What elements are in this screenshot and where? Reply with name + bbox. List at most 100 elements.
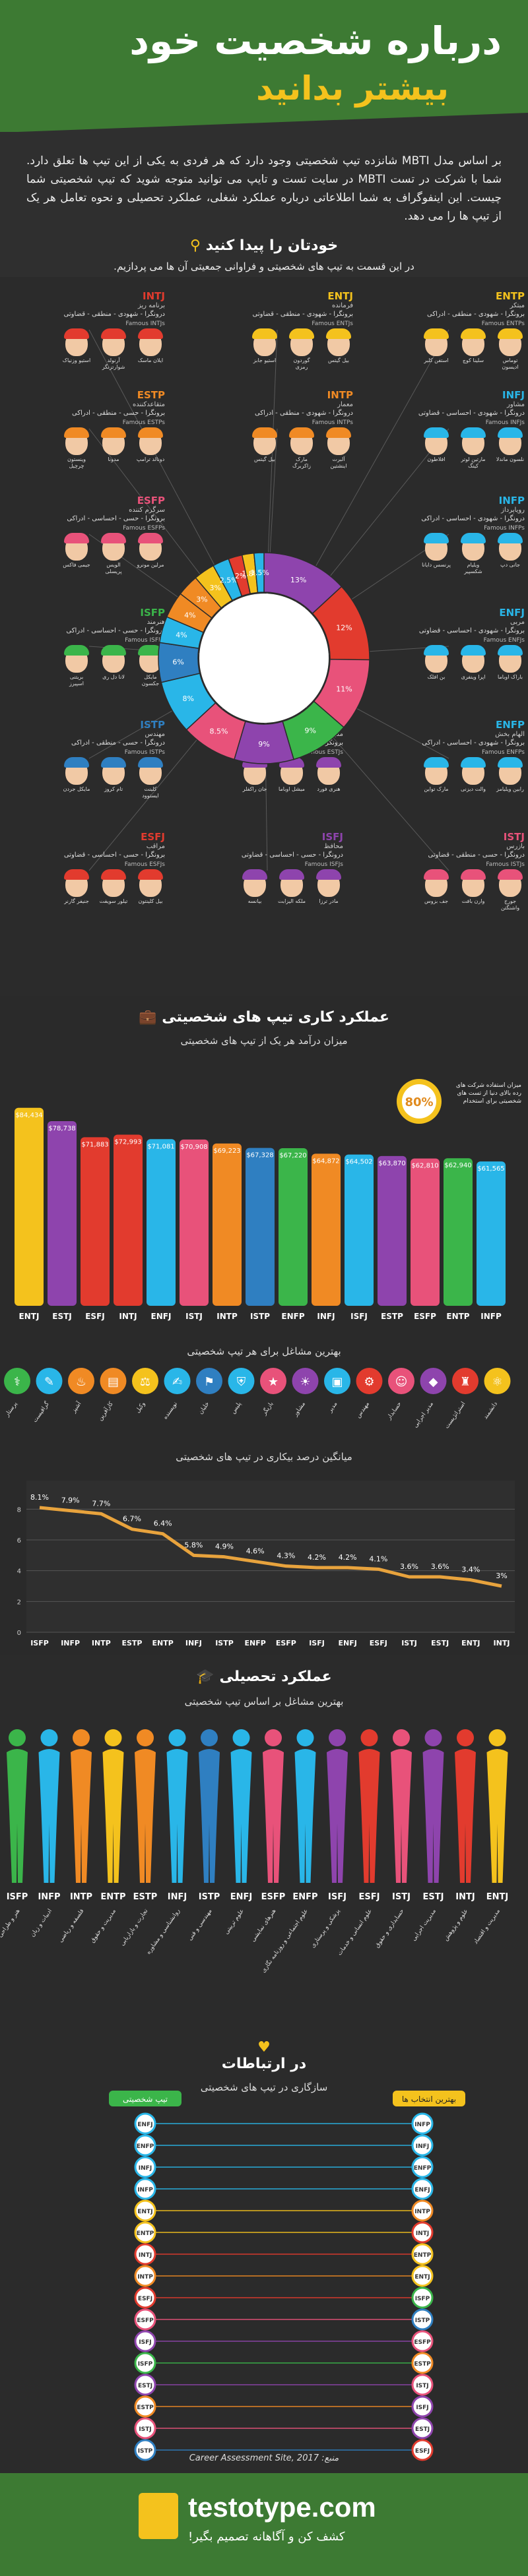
left-node <box>134 2199 156 2222</box>
person-name: استیو وزنیاک <box>62 357 91 363</box>
silhouette-code: ESTP <box>133 1892 158 1902</box>
type-nickname: الهام بخش <box>495 731 525 738</box>
portrait-icon <box>101 533 126 561</box>
silhouette-isfp <box>7 1749 28 1883</box>
income-bar-estj <box>48 1121 77 1306</box>
person-name: اپرا وینفری <box>461 674 486 680</box>
type-code: ISTP <box>140 719 165 731</box>
portrait-icon <box>498 869 523 897</box>
job-glyph: ☺ <box>395 1375 408 1389</box>
famous-person: بریتنی اسپیرز <box>62 645 91 687</box>
income-bar-enfp <box>279 1148 308 1306</box>
portrait-icon <box>101 645 126 673</box>
job-glyph: ♨ <box>76 1375 86 1389</box>
type-code: ENFJ <box>499 607 525 619</box>
right-code: ESFJ <box>415 2448 430 2455</box>
find-yourself-section: خودتان را پیدا کنید ⚲ در این قسمت به تیپ… <box>0 237 528 277</box>
y-tick-label: 2 <box>17 1599 21 1606</box>
type-card-isfj: ISFJ محافظ درونگرا - حسی - احساسی - قضاوتی… <box>191 831 343 943</box>
famous-faces: جورج واشنگتن وارن بافت جف بزوس <box>373 869 525 911</box>
portrait-icon <box>498 533 523 561</box>
slice-label: 3% <box>210 584 221 592</box>
famous-label: Famous ENFJs <box>483 637 525 644</box>
type-card-isfp: ISFP هنرمند درونگرا - حسی - احساسی - ادراک… <box>13 607 165 719</box>
famous-label: Famous ENTPs <box>481 321 525 327</box>
intro-section: بر اساس مدل MBTI شانزده تیپ شخصیتی وجود … <box>0 132 528 277</box>
silhouette-code: INTJ <box>455 1892 475 1902</box>
type-traits: درونگرا - حسی - منطقی - قضاوتی <box>428 851 525 859</box>
point-label: 3.6% <box>400 1562 418 1571</box>
logo-mark-icon <box>139 2493 178 2539</box>
left-node <box>134 2156 156 2178</box>
bar-value-label: $72,993 <box>114 1138 141 1146</box>
plot-area <box>26 1481 515 1632</box>
person-name: پرنسس دایانا <box>422 562 451 568</box>
x-tick-label: ESTP <box>121 1639 142 1647</box>
famous-person: توماس ادیسون <box>496 328 525 371</box>
portrait-icon <box>101 427 126 455</box>
income-bar-chart: $84,434 ENTJ $78,738 ESTJ $71,883 ESFJ $72,993… <box>15 1079 521 1321</box>
portrait-icon <box>498 427 523 455</box>
scale-icon <box>132 1368 158 1394</box>
famous-person: مارک زاکربرگ <box>287 427 316 470</box>
silhouette-esfp <box>263 1749 284 1883</box>
income-bar-infp <box>477 1161 506 1306</box>
silhouette-head <box>201 1729 218 1746</box>
income-bar-intp <box>213 1143 242 1306</box>
person-name: جورج واشنگتن <box>500 898 520 911</box>
x-tick-label: INTJ <box>494 1639 510 1647</box>
famous-person: افلاطون <box>422 427 451 470</box>
x-tick-label: INFP <box>61 1639 80 1647</box>
person-name: جیمی فاکس <box>63 562 90 568</box>
portrait-icon <box>424 869 449 897</box>
type-traits: درونگرا - حسی - احساسی - قضاوتی <box>241 851 343 859</box>
find-yourself-subtitle: در این قسمت به تیپ های شخصیتی و فراوانی … <box>114 261 414 272</box>
income-bar-istj <box>180 1139 209 1306</box>
type-traits: برونگرا - شهودی - احساسی - قضاوتی <box>418 627 525 634</box>
relations-title: در ارتباطات <box>221 2056 307 2072</box>
type-code: ESFP <box>137 495 165 506</box>
person-name: مارک تواین <box>424 786 449 792</box>
silhouette-code: ENFJ <box>230 1892 252 1902</box>
people-icon <box>388 1368 414 1394</box>
type-traits: درونگرا - شهودی - احساسی - ادراکی <box>421 515 525 522</box>
right-header-box <box>393 2091 465 2106</box>
silhouette-code: ISTP <box>199 1892 220 1902</box>
bar-value-label: $69,223 <box>213 1148 240 1155</box>
job-label: مشاور <box>292 1401 307 1419</box>
job-glyph: ★ <box>268 1375 279 1389</box>
famous-person: لانا دل ری <box>99 645 128 687</box>
famous-person: سلینا کوچ <box>459 328 488 371</box>
silhouette-code: ENTP <box>100 1892 125 1902</box>
portrait-icon <box>101 328 126 356</box>
right-code: ISTP <box>415 2317 430 2324</box>
person-name: دونالد ترامپ <box>136 456 165 462</box>
left-code: ISFJ <box>139 2339 151 2346</box>
briefcase-icon: 💼 <box>139 1009 157 1026</box>
famous-faces: کلینت ایستوود تام کروز مایکل جردن <box>13 757 165 799</box>
right-node <box>411 2243 434 2265</box>
type-card-infj: INFJ مشاور درونگرا - شهودی - احساسی - قضاو… <box>373 389 525 501</box>
portrait-icon <box>242 869 267 897</box>
famous-person: مایکل جکسون <box>136 645 165 687</box>
point-label: 4.2% <box>339 1553 357 1562</box>
slice-label: 1.5% <box>251 568 269 577</box>
chart-icon <box>100 1368 127 1394</box>
type-code: ESFJ <box>141 831 165 843</box>
right-node <box>411 2134 434 2157</box>
source-note: منبع: Career Assessment Site, 2017 <box>189 2453 339 2463</box>
famous-faces: توماس ادیسون سلینا کوچ استفن کلبر <box>373 328 525 371</box>
education-section: عملکرد تحصیلی 🎓 بهترین مشاغل بر اساس تیپ… <box>0 1655 528 2025</box>
famous-person: جانی دپ <box>496 533 525 575</box>
x-tick-label: ENFP <box>245 1639 266 1647</box>
left-node <box>134 2417 156 2439</box>
silhouette-estj <box>422 1749 444 1883</box>
bar-category-label: ESFJ <box>85 1312 105 1321</box>
famous-person: مادر ترزا <box>314 869 343 905</box>
right-code: ISTJ <box>416 2383 428 2389</box>
famous-label: Famous INTPs <box>312 419 353 426</box>
portrait-icon <box>64 645 89 673</box>
left-node <box>134 2221 156 2244</box>
job-glyph: ⚛ <box>492 1375 502 1389</box>
income-chart-title: میزان درآمد هر یک از تیپ های شخصیتی <box>180 1035 348 1047</box>
